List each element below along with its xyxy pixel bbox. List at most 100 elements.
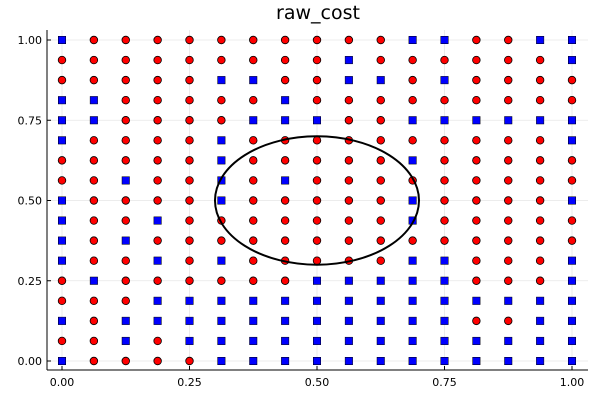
data-markers	[57, 35, 577, 366]
circle-marker	[567, 95, 577, 105]
circle-marker	[440, 176, 449, 185]
circle-marker	[153, 136, 162, 145]
square-marker	[568, 316, 576, 325]
square-marker	[440, 316, 449, 325]
circle-marker	[217, 236, 226, 245]
square-marker	[408, 36, 417, 44]
circle-marker	[535, 236, 545, 245]
circle-marker	[217, 95, 226, 105]
circle-marker	[121, 296, 130, 306]
circle-marker	[185, 216, 194, 225]
square-marker	[249, 357, 258, 365]
square-marker	[408, 296, 417, 305]
circle-marker	[280, 35, 290, 45]
square-marker	[408, 116, 417, 125]
circle-marker	[472, 256, 481, 265]
square-marker	[217, 357, 226, 365]
circle-marker	[89, 156, 99, 165]
circle-marker	[280, 75, 290, 85]
circle-marker	[89, 196, 99, 205]
circle-marker	[57, 276, 67, 285]
circle-marker	[504, 276, 513, 285]
circle-marker	[89, 55, 99, 65]
circle-marker	[408, 136, 417, 145]
square-marker	[408, 196, 417, 205]
circle-marker	[217, 55, 226, 65]
square-marker	[536, 296, 545, 305]
circle-marker	[89, 136, 99, 145]
circle-marker	[185, 75, 194, 85]
circle-marker	[376, 136, 385, 145]
circle-marker	[89, 336, 99, 346]
square-marker	[217, 256, 226, 265]
square-marker	[344, 296, 353, 305]
square-marker	[472, 116, 481, 125]
square-marker	[568, 136, 576, 145]
circle-marker	[567, 156, 577, 165]
circle-marker	[121, 116, 130, 125]
square-marker	[153, 256, 162, 265]
square-marker	[440, 256, 449, 265]
square-marker	[344, 316, 353, 325]
square-marker	[568, 336, 576, 345]
circle-marker	[185, 95, 194, 105]
circle-marker	[376, 196, 385, 205]
circle-marker	[440, 196, 449, 205]
axes	[46, 30, 588, 371]
square-marker	[313, 116, 321, 125]
circle-marker	[472, 176, 481, 185]
circle-marker	[249, 136, 258, 145]
circle-marker	[535, 55, 545, 65]
square-marker	[408, 336, 417, 345]
square-marker	[376, 316, 385, 325]
square-marker	[408, 156, 417, 165]
square-marker	[376, 296, 385, 305]
square-marker	[249, 336, 258, 345]
square-marker	[58, 357, 66, 365]
circle-marker	[376, 95, 385, 105]
circle-marker	[376, 35, 385, 45]
circle-marker	[344, 176, 354, 185]
circle-marker	[504, 75, 513, 85]
square-marker	[185, 296, 194, 305]
circle-marker	[535, 276, 545, 285]
square-marker	[344, 76, 353, 85]
circle-marker	[280, 236, 290, 245]
square-marker	[281, 336, 290, 345]
circle-marker	[89, 75, 99, 85]
circle-marker	[217, 116, 226, 125]
y-tick-label: 0.50	[18, 195, 43, 208]
circle-marker	[89, 296, 99, 306]
ellipse-overlay	[214, 135, 420, 266]
circle-marker	[153, 196, 162, 205]
square-marker	[344, 357, 353, 365]
y-tick-label: 0.25	[18, 275, 43, 288]
circle-marker	[312, 196, 322, 205]
square-marker	[185, 316, 194, 325]
square-marker	[440, 36, 449, 44]
square-marker	[376, 357, 385, 365]
square-marker	[58, 96, 66, 105]
circle-marker	[344, 236, 354, 245]
square-marker	[344, 56, 353, 65]
circle-marker	[121, 75, 130, 85]
circle-marker	[280, 156, 290, 165]
circle-marker	[121, 256, 130, 265]
square-marker	[281, 316, 290, 325]
circle-marker	[535, 176, 545, 185]
square-marker	[376, 276, 385, 285]
circle-marker	[153, 55, 162, 65]
x-tick-label: 1.00	[560, 376, 585, 389]
square-marker	[89, 96, 98, 105]
square-marker	[313, 336, 321, 345]
circle-marker	[344, 95, 354, 105]
ellipse-curve	[214, 135, 420, 266]
square-marker	[408, 316, 417, 325]
circle-marker	[185, 35, 194, 45]
square-marker	[153, 296, 162, 305]
circle-marker	[504, 256, 513, 265]
circle-marker	[57, 176, 67, 185]
square-marker	[58, 116, 66, 125]
circle-marker	[567, 176, 577, 185]
square-marker	[344, 336, 353, 345]
